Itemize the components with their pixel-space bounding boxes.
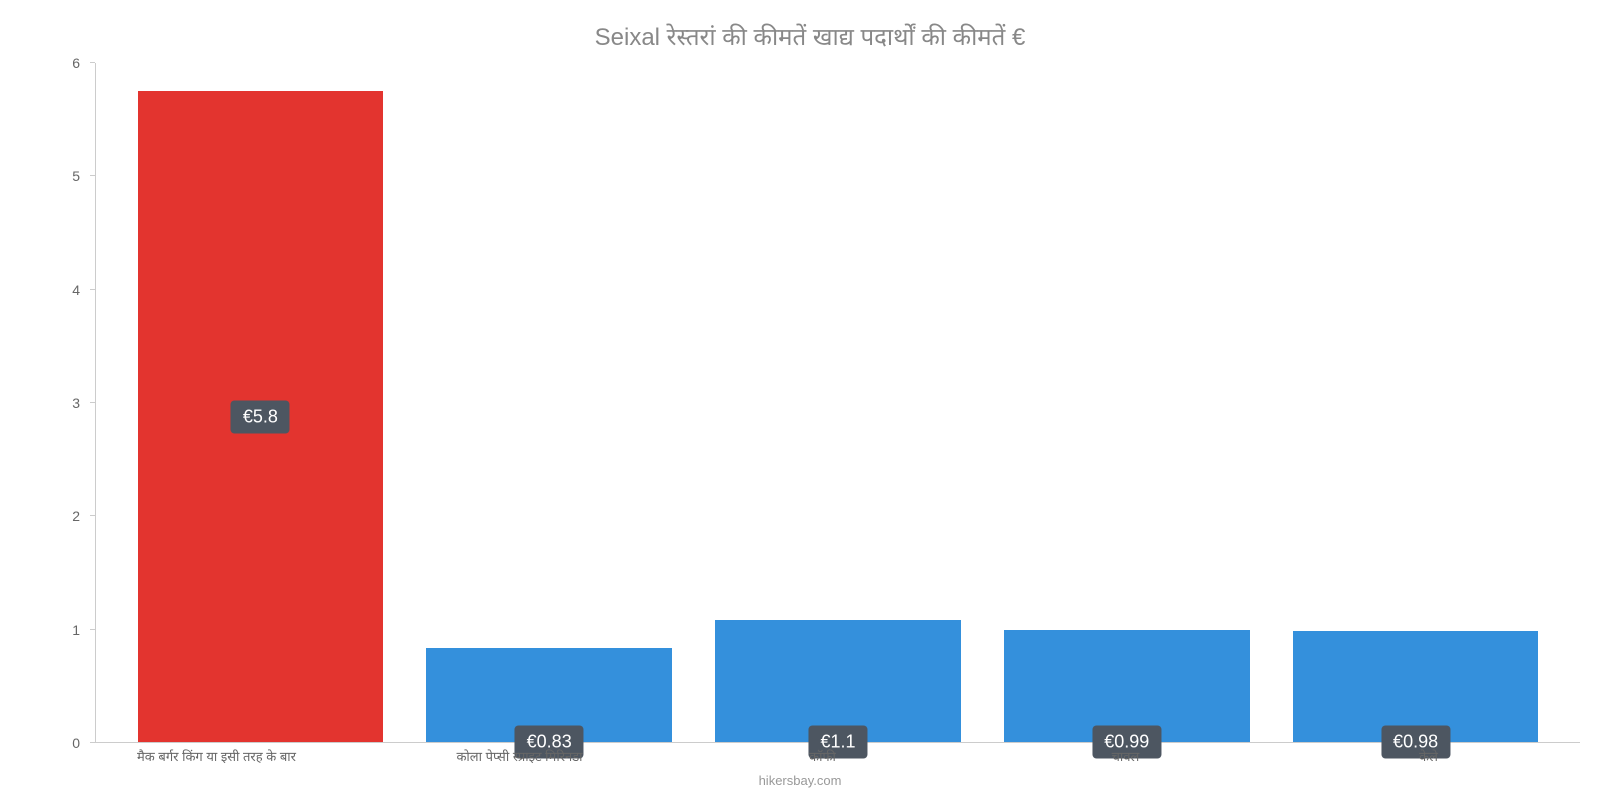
bar-group-2: €1.1 [694, 63, 983, 742]
bar-2: €1.1 [715, 620, 960, 742]
bar-3: €0.99 [1004, 630, 1249, 742]
y-tick-1: 1 [72, 622, 80, 638]
chart-container: Seixal रेस्तरां की कीमतें खाद्य पदार्थों… [0, 0, 1600, 800]
bar-0: €5.8 [138, 91, 383, 742]
bar-group-4: €0.98 [1271, 63, 1560, 742]
x-label-1: कोला पेप्सी स्प्राइट मिरिनडा [368, 747, 671, 765]
bar-group-0: €5.8 [116, 63, 405, 742]
x-axis-labels: मैक बर्गर किंग या इसी तरह के बार कोला पे… [45, 747, 1600, 765]
y-tick-2: 2 [72, 508, 80, 524]
bar-1: €0.83 [426, 648, 671, 742]
y-tick-4: 4 [72, 282, 80, 298]
x-label-4: केले [1277, 747, 1580, 765]
bar-group-1: €0.83 [405, 63, 694, 742]
bar-group-3: €0.99 [982, 63, 1271, 742]
y-tick-6: 6 [72, 55, 80, 71]
y-tick-5: 5 [72, 168, 80, 184]
x-label-0: मैक बर्गर किंग या इसी तरह के बार [65, 747, 368, 765]
bars-area: €5.8 €0.83 €1.1 €0.99 €0.98 [95, 63, 1580, 743]
bar-4: €0.98 [1293, 631, 1538, 742]
x-label-3: चावल [974, 747, 1277, 765]
bar-value-0: €5.8 [231, 400, 290, 433]
attribution: hikersbay.com [759, 773, 842, 788]
y-tick-3: 3 [72, 395, 80, 411]
chart-title: Seixal रेस्तरां की कीमतें खाद्य पदार्थों… [50, 20, 1570, 53]
x-label-2: कॉफी [671, 747, 974, 765]
y-axis: 0 1 2 3 4 5 6 [60, 63, 90, 743]
plot-area: 0 1 2 3 4 5 6 €5.8 €0.83 [60, 63, 1580, 743]
